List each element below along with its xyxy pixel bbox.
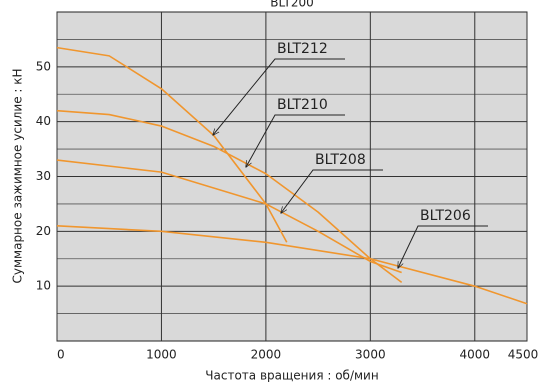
x-tick-label: 4000 — [460, 348, 491, 362]
x-tick-label: 2000 — [251, 348, 282, 362]
y-tick-label: 30 — [36, 169, 51, 183]
y-tick-label: 10 — [36, 279, 51, 293]
x-tick-label: 4500 — [508, 348, 539, 362]
x-tick-label: 0 — [57, 348, 65, 362]
series-line — [56, 109, 403, 283]
series-line — [56, 159, 402, 274]
legend-label: BLT210 — [277, 97, 328, 113]
y-tick-label: 20 — [36, 224, 51, 238]
legend-label: BLT206 — [420, 208, 471, 224]
callout-line — [398, 225, 488, 268]
x-tick-label: 3000 — [355, 348, 386, 362]
x-axis-label: Частота вращения : об/мин — [205, 369, 378, 383]
callout-line — [281, 169, 383, 213]
callout-line — [213, 58, 345, 135]
y-axis-label: Суммарное зажимное усилие : кН — [11, 68, 25, 283]
callout-line — [246, 114, 345, 167]
series-line — [56, 46, 288, 243]
chart-title: BLT200 — [270, 0, 314, 10]
y-tick-label: 50 — [36, 59, 51, 73]
legend-label: BLT212 — [277, 41, 328, 57]
series-line — [56, 225, 528, 305]
x-tick-label: 1000 — [146, 348, 177, 362]
legend-label: BLT208 — [315, 152, 366, 168]
y-tick-label: 40 — [36, 114, 51, 128]
